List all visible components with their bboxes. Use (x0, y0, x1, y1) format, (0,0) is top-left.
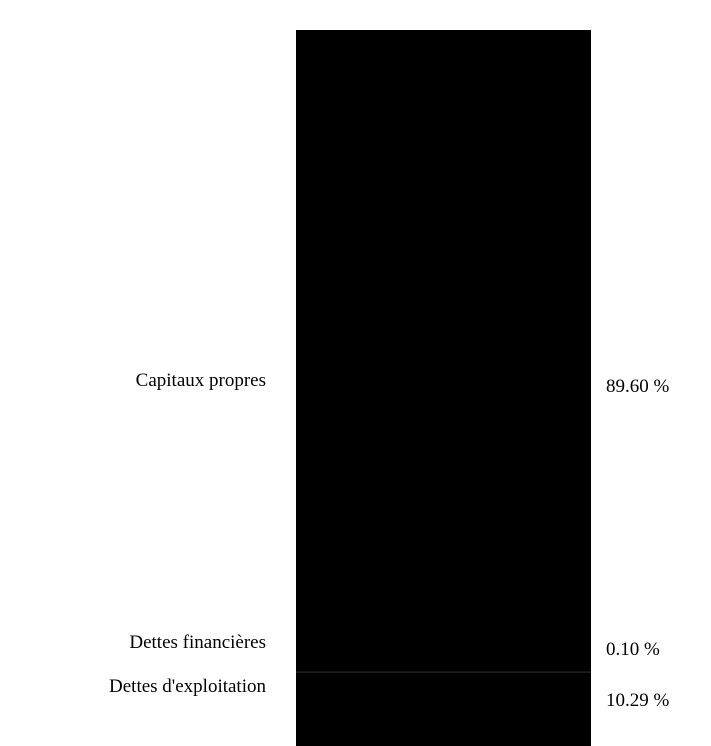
category-label-dettes-financieres: Dettes financières (129, 632, 266, 653)
bar-segment-capitaux-propres (296, 30, 591, 672)
bar-segment-dettes-d-exploitation (296, 672, 591, 746)
value-label-dettes-financieres: 0.10 % (606, 639, 660, 660)
value-label-capitaux-propres: 89.60 % (606, 376, 670, 397)
value-labels: 89.60 % 0.10 % 10.29 % (606, 376, 670, 711)
category-label-dettes-d-exploitation: Dettes d'exploitation (109, 676, 266, 697)
category-label-capitaux-propres: Capitaux propres (136, 370, 266, 391)
category-labels: Capitaux propres Dettes financières Dettes… (109, 370, 266, 697)
value-label-dettes-d-exploitation: 10.29 % (606, 690, 670, 711)
bar-segment-dettes-financieres (296, 671, 591, 673)
bar-segments (296, 30, 591, 746)
